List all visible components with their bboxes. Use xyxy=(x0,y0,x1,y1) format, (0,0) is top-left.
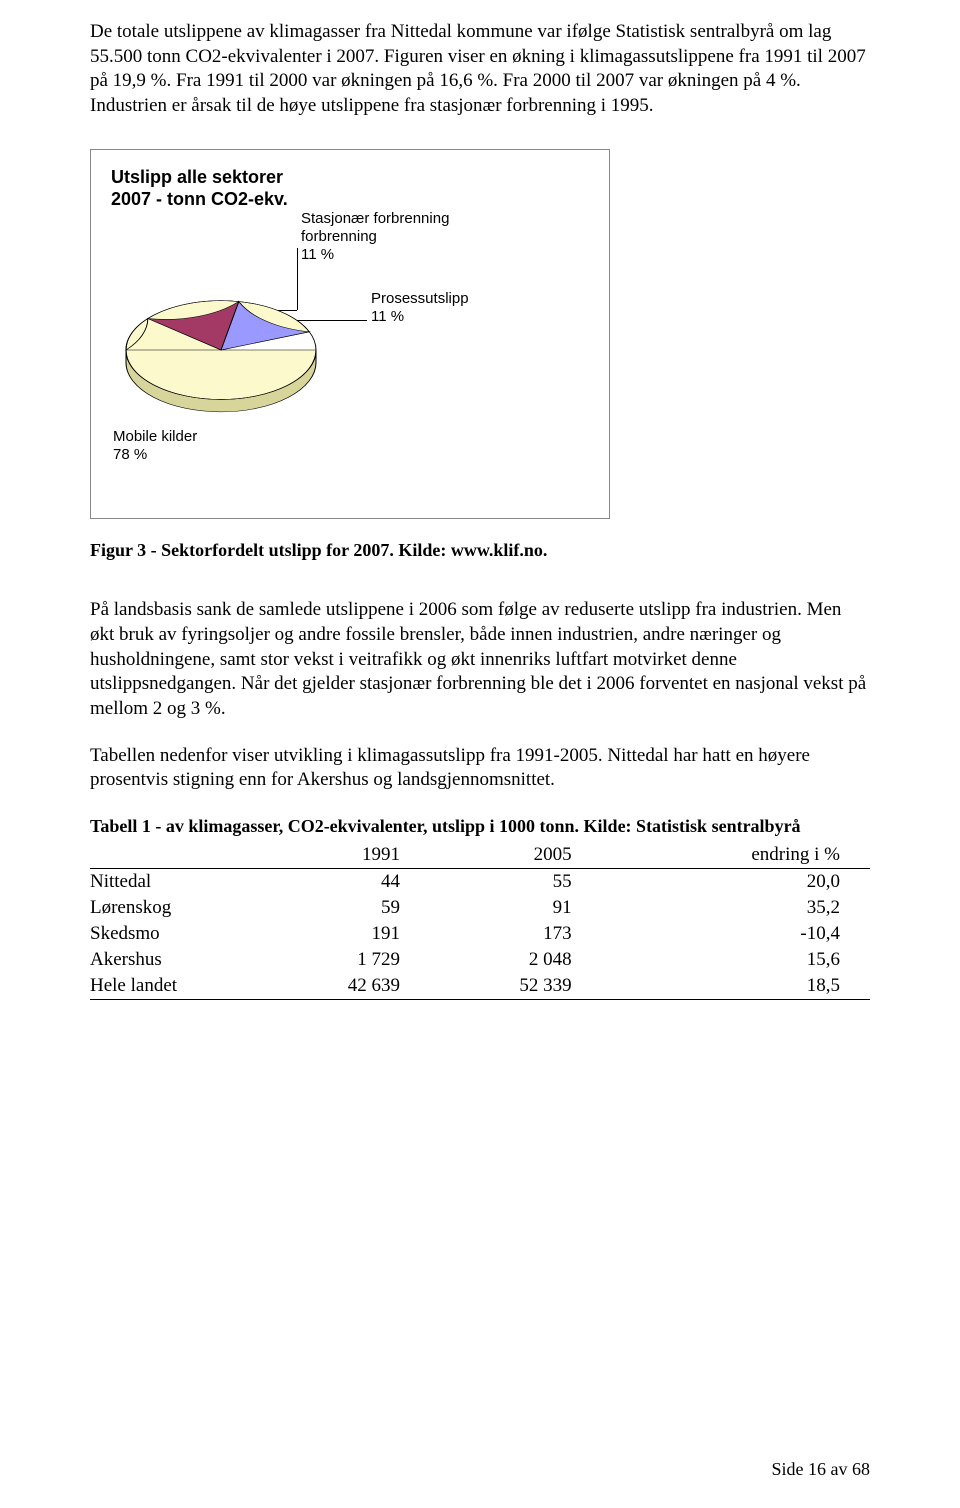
chart-title-line2: 2007 - tonn CO2-ekv. xyxy=(111,189,288,209)
emissions-table: 1991 2005 endring i % Nittedal 44 55 20,… xyxy=(90,842,870,1000)
cell-endring: 35,2 xyxy=(652,895,870,921)
cell-2005: 91 xyxy=(480,895,652,921)
cell-endring: -10,4 xyxy=(652,921,870,947)
cell-2005: 55 xyxy=(480,869,652,896)
cell-1991: 1 729 xyxy=(308,947,480,973)
label-mobile: Mobile kilder78 % xyxy=(113,428,197,464)
body-paragraph-3: Tabellen nedenfor viser utvikling i klim… xyxy=(90,744,870,793)
cell-1991: 44 xyxy=(308,869,480,896)
table-row: Hele landet 42 639 52 339 18,5 xyxy=(90,973,870,1000)
table-header-row: 1991 2005 endring i % xyxy=(90,842,870,869)
pie-chart xyxy=(121,300,321,420)
pie-chart-panel: Utslipp alle sektorer 2007 - tonn CO2-ek… xyxy=(90,149,610,519)
page-footer: Side 16 av 68 xyxy=(772,1459,871,1480)
cell-endring: 18,5 xyxy=(652,973,870,1000)
cell-2005: 173 xyxy=(480,921,652,947)
table-row: Nittedal 44 55 20,0 xyxy=(90,869,870,896)
table-caption: Tabell 1 - av klimagasser, CO2-ekvivalen… xyxy=(90,815,870,838)
chart-title: Utslipp alle sektorer 2007 - tonn CO2-ek… xyxy=(111,166,589,211)
cell-name: Akershus xyxy=(90,947,308,973)
figure-caption: Figur 3 - Sektorfordelt utslipp for 2007… xyxy=(90,539,870,562)
chart-title-line1: Utslipp alle sektorer xyxy=(111,167,283,187)
label-stasjonaer-name: Stasjonær forbrenning xyxy=(301,210,449,227)
table-row: Skedsmo 191 173 -10,4 xyxy=(90,921,870,947)
cell-name: Hele landet xyxy=(90,973,308,1000)
th-1991: 1991 xyxy=(308,842,480,869)
body-paragraph-2: På landsbasis sank de samlede utslippene… xyxy=(90,598,870,721)
cell-2005: 2 048 xyxy=(480,947,652,973)
label-prosess: Prosessutslipp11 % xyxy=(371,290,469,326)
intro-paragraph: De totale utslippene av klimagasser fra … xyxy=(90,20,870,119)
cell-1991: 191 xyxy=(308,921,480,947)
th-2005: 2005 xyxy=(480,842,652,869)
cell-2005: 52 339 xyxy=(480,973,652,1000)
th-name xyxy=(90,842,308,869)
cell-name: Skedsmo xyxy=(90,921,308,947)
cell-1991: 59 xyxy=(308,895,480,921)
cell-endring: 15,6 xyxy=(652,947,870,973)
label-stasjonaer: Stasjonær forbrenning forbrenning11 % xyxy=(301,210,449,264)
table-row: Lørenskog 59 91 35,2 xyxy=(90,895,870,921)
cell-name: Lørenskog xyxy=(90,895,308,921)
cell-1991: 42 639 xyxy=(308,973,480,1000)
cell-endring: 20,0 xyxy=(652,869,870,896)
cell-name: Nittedal xyxy=(90,869,308,896)
table-row: Akershus 1 729 2 048 15,6 xyxy=(90,947,870,973)
table-body: Nittedal 44 55 20,0 Lørenskog 59 91 35,2… xyxy=(90,869,870,1000)
th-endring: endring i % xyxy=(652,842,870,869)
